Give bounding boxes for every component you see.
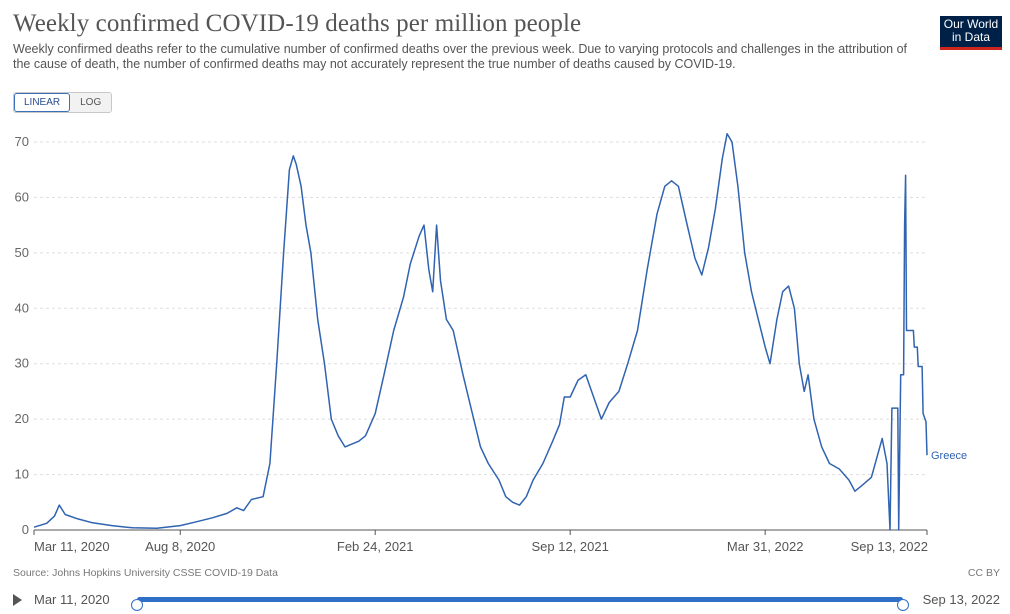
logo-line-1: Our World xyxy=(943,17,999,31)
logo-line-2: in Data xyxy=(951,30,991,44)
grid-lines xyxy=(34,141,927,476)
license-link[interactable]: CC BY xyxy=(967,567,1000,579)
timeline-track[interactable] xyxy=(131,597,909,611)
series-line-greece[interactable] xyxy=(33,132,928,531)
x-tick-label: Feb 24, 2021 xyxy=(337,539,414,554)
y-tick-label: 70 xyxy=(15,134,29,149)
chart-subtitle: Weekly confirmed deaths refer to the cum… xyxy=(13,42,908,71)
timeline-start-label: Mar 11, 2020 xyxy=(34,592,110,607)
log-scale-button[interactable]: LOG xyxy=(70,93,112,112)
source-note[interactable]: Source: Johns Hopkins University CSSE CO… xyxy=(13,567,278,579)
timeline-start-handle[interactable] xyxy=(131,599,143,611)
series-label-greece[interactable]: Greece xyxy=(931,450,967,462)
y-tick-label: 50 xyxy=(15,245,29,260)
scale-toggle: LINEAR LOG xyxy=(13,92,113,113)
x-axis-ticks: Mar 11, 2020 Aug 8, 2020 Feb 24, 2021 Sep 1… xyxy=(33,529,928,554)
owid-logo[interactable]: Our World in Data xyxy=(940,16,1002,50)
x-tick-label: Aug 8, 2020 xyxy=(145,539,215,554)
y-tick-label: 10 xyxy=(15,467,29,482)
x-tick-label: Mar 31, 2022 xyxy=(727,539,804,554)
y-tick-label: 20 xyxy=(15,411,29,426)
timeline-slider: Mar 11, 2020 Sep 13, 2022 xyxy=(13,590,1003,612)
x-tick-label: Mar 11, 2020 xyxy=(34,539,110,554)
x-tick-label: Sep 12, 2021 xyxy=(532,539,609,554)
chart-title: Weekly confirmed COVID-19 deaths per mil… xyxy=(13,10,582,37)
linear-scale-button[interactable]: LINEAR xyxy=(14,93,71,112)
timeline-end-label: Sep 13, 2022 xyxy=(922,592,1000,607)
y-tick-label: 60 xyxy=(15,189,29,204)
play-icon[interactable] xyxy=(13,594,22,606)
y-tick-label: 0 xyxy=(22,522,29,537)
timeline-end-handle[interactable] xyxy=(897,599,909,611)
y-tick-label: 40 xyxy=(15,300,29,315)
line-chart: 0 10 20 30 40 50 60 70 Mar 11, 2020 Aug 8, 2020 F… xyxy=(15,132,967,554)
series-layer: Greece xyxy=(33,132,967,531)
y-axis-ticks: 0 10 20 30 40 50 60 70 xyxy=(15,134,29,537)
x-tick-label: Sep 13, 2022 xyxy=(851,539,928,554)
y-tick-label: 30 xyxy=(15,356,29,371)
